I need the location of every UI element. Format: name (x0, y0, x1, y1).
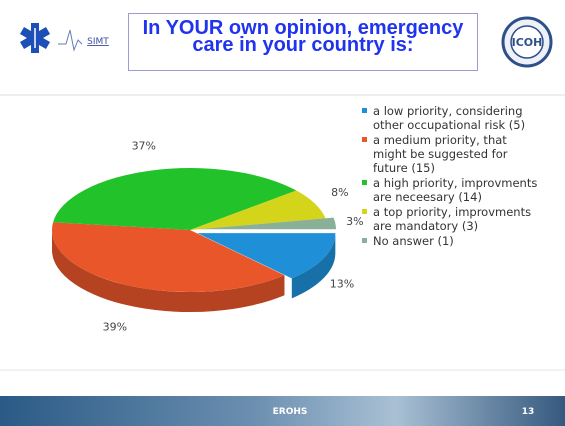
legend-label: a medium priority, that might be suggest… (373, 133, 508, 175)
legend: a low priority, considering other occupa… (362, 104, 540, 249)
legend-swatch (362, 137, 367, 142)
legend-item: a medium priority, that might be suggest… (362, 133, 540, 175)
data-label: 39% (103, 320, 127, 333)
legend-swatch (362, 180, 367, 185)
legend-swatch (362, 108, 367, 113)
icoh-logo-inner (510, 25, 544, 59)
page-number: 13 (522, 407, 535, 417)
pie-slice-side (52, 230, 285, 312)
legend-label: a top priority, improvments are mandator… (373, 205, 532, 233)
pie-slice (197, 217, 336, 230)
icoh-text: ICOH (512, 36, 543, 49)
pie-slice (190, 190, 326, 230)
pie-sides (52, 230, 336, 312)
legend-label: No answer (1) (373, 234, 454, 248)
legend-item: No answer (1) (362, 234, 540, 248)
legend-label: a high priority, improvments are neceesa… (373, 176, 538, 204)
legend-item: a top priority, improvments are mandator… (362, 205, 540, 233)
data-label: 13% (330, 277, 354, 290)
legend-swatch (362, 209, 367, 214)
legend-swatch (362, 238, 367, 243)
legend-item: a low priority, considering other occupa… (362, 104, 540, 132)
data-label: 3% (346, 215, 363, 228)
pie-slice (51, 222, 285, 292)
logo-pulse (58, 29, 83, 52)
logo-text: SIMT (87, 37, 109, 47)
legend-item: a high priority, improvments are neceesa… (362, 176, 540, 204)
legend-label: a low priority, considering other occupa… (373, 104, 526, 132)
footer-text: EROHS (273, 407, 308, 417)
data-label: 8% (331, 186, 348, 199)
slide-title: In YOUR own opinion, emergency care in y… (128, 13, 478, 71)
pie-slice (197, 233, 336, 279)
data-label: 37% (132, 140, 156, 153)
pie-tops (51, 167, 336, 292)
pie-slice-side (291, 233, 336, 299)
footer-bar (0, 396, 565, 426)
star-of-life (20, 23, 50, 53)
pie-slice (53, 167, 297, 230)
